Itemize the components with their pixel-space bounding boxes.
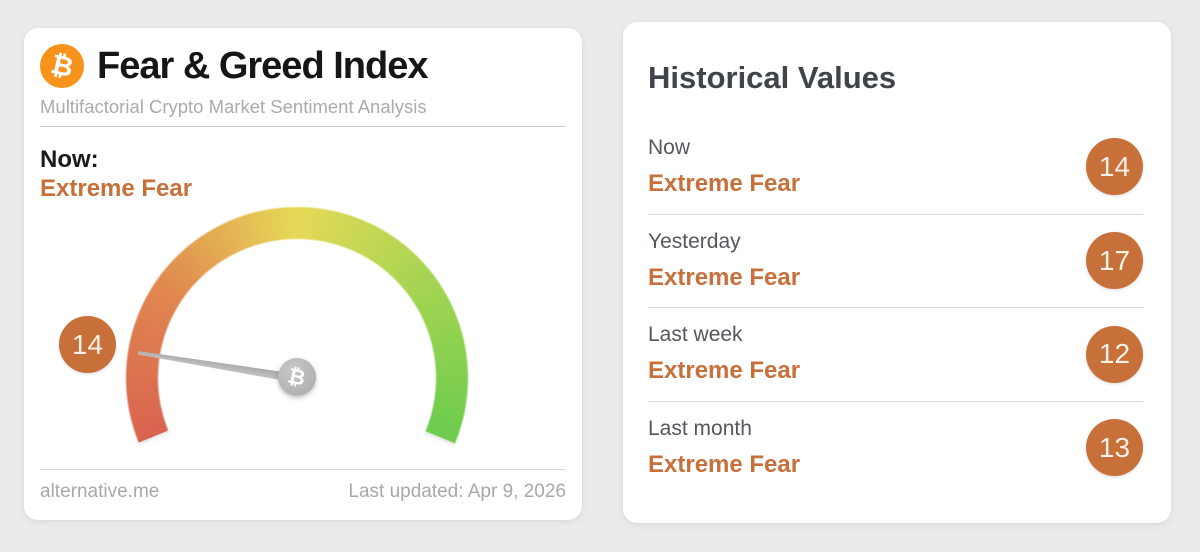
history-period-label: Yesterday <box>648 229 741 253</box>
page-title: Fear & Greed Index <box>97 44 428 87</box>
history-row-text: Last month Extreme Fear <box>648 417 800 479</box>
history-value-badge: 13 <box>1086 419 1143 477</box>
now-label: Now: <box>40 146 99 173</box>
current-classification: Extreme Fear <box>40 175 193 202</box>
fear-greed-gauge: ₿ <box>125 206 469 550</box>
history-value-badge: 12 <box>1086 325 1143 383</box>
history-row-last-month: Last month Extreme Fear 13 <box>648 400 1143 495</box>
history-row-now: Now Extreme Fear 14 <box>648 120 1143 214</box>
history-classification: Extreme Fear <box>648 450 801 478</box>
history-value-badge: 14 <box>1086 138 1143 196</box>
history-classification: Extreme Fear <box>648 357 801 385</box>
subtitle: Multifactorial Crypto Market Sentiment A… <box>40 96 427 117</box>
history-row-last-week: Last week Extreme Fear 12 <box>648 307 1143 401</box>
gauge-hub-bitcoin-icon: ₿ <box>278 358 316 396</box>
fear-greed-index-card: ₿ Fear & Greed Index Multifactorial Cryp… <box>24 28 582 550</box>
history-row-text: Now Extreme Fear <box>648 136 800 198</box>
history-period-label: Last week <box>648 323 743 347</box>
history-classification: Extreme Fear <box>648 169 801 197</box>
historical-values-list: Now Extreme Fear 14 Yesterday Extreme Fe… <box>623 120 1171 494</box>
last-updated: Last updated: Apr 9, 2026 <box>348 481 566 502</box>
card-footer: alternative.me Last updated: Apr 9, 2026 <box>40 481 566 503</box>
history-row-yesterday: Yesterday Extreme Fear 17 <box>648 213 1143 308</box>
history-row-text: Yesterday Extreme Fear <box>648 230 800 292</box>
bitcoin-icon: ₿ <box>40 44 84 88</box>
historical-values-title: Historical Values <box>648 60 897 95</box>
history-row-text: Last week Extreme Fear <box>648 323 800 385</box>
bitcoin-glyph: ₿ <box>47 48 77 84</box>
source-link[interactable]: alternative.me <box>40 481 160 502</box>
historical-values-card: Historical Values Now Extreme Fear 14 Ye… <box>623 22 1171 523</box>
history-classification: Extreme Fear <box>648 263 801 291</box>
history-value-badge: 17 <box>1086 232 1143 290</box>
footer-divider <box>40 469 566 470</box>
card-header: ₿ Fear & Greed Index <box>40 44 428 88</box>
current-value-badge: 14 <box>59 316 116 373</box>
history-period-label: Last month <box>648 416 752 440</box>
header-divider <box>40 126 566 127</box>
bitcoin-glyph: ₿ <box>286 362 309 391</box>
history-period-label: Now <box>648 135 691 159</box>
